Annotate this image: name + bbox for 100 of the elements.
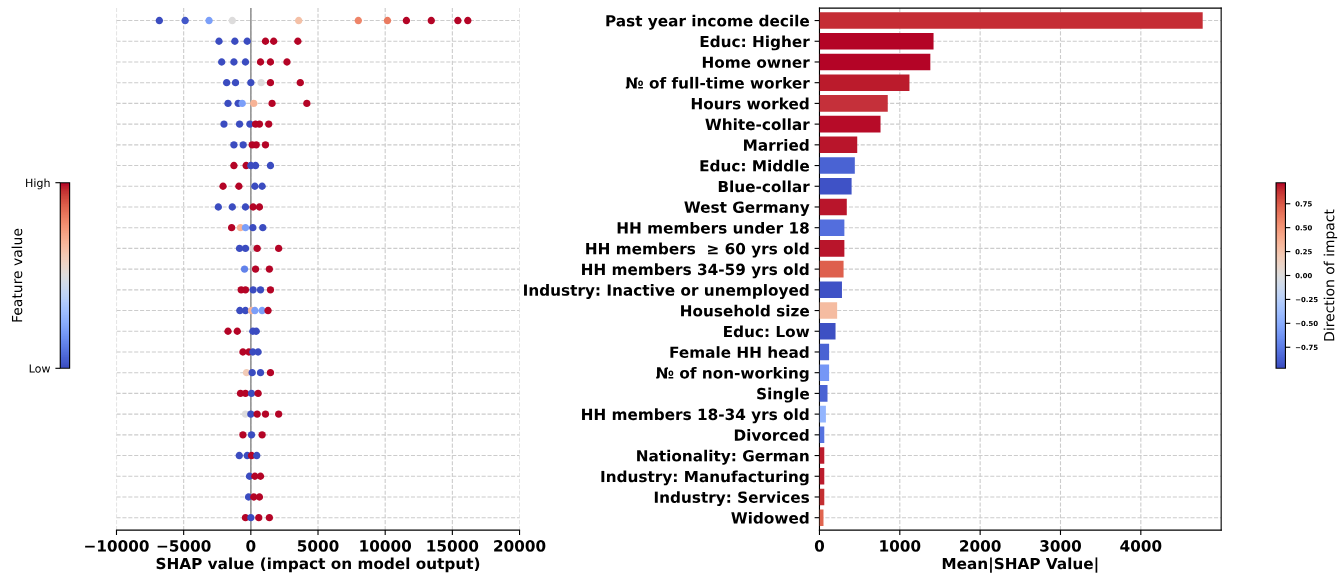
bar (819, 260, 844, 278)
y-tick-label: Home owner (702, 56, 810, 68)
y-tick-label: HH members under 18 (617, 221, 809, 234)
bar (819, 74, 910, 91)
bar (819, 240, 845, 257)
bar (819, 219, 845, 236)
point (249, 286, 257, 294)
x-tick-label: 3000 (1040, 540, 1082, 552)
bar (819, 12, 1203, 29)
y-tick-label: Household size (681, 304, 810, 317)
y-tick-label: Educ: Low (724, 325, 810, 338)
point (243, 37, 251, 45)
point (258, 306, 266, 315)
bar (819, 53, 931, 71)
y-tick-label: Educ: Middle (700, 159, 810, 172)
point (230, 141, 238, 149)
y-tick-label: White-collar (705, 118, 810, 131)
bar (819, 32, 934, 50)
point (250, 99, 258, 108)
point (228, 16, 236, 25)
point (240, 265, 249, 273)
point (253, 244, 261, 253)
y-tick-label: Industry: Manufacturing (601, 470, 809, 486)
point (247, 79, 255, 87)
point (261, 37, 270, 45)
point (247, 514, 255, 522)
point (251, 306, 259, 315)
point (249, 203, 257, 211)
y-tick-label: Single (757, 387, 810, 403)
point (294, 37, 302, 45)
point (235, 451, 243, 460)
bar (819, 198, 847, 216)
point (228, 203, 236, 211)
point (241, 224, 250, 232)
y-tick-label: Past year income decile (606, 14, 809, 30)
x-tick-label: 10000 (360, 540, 412, 552)
point (261, 410, 270, 418)
x-tick-label: 20000 (494, 540, 546, 552)
point (274, 410, 283, 418)
point (256, 369, 265, 377)
point (239, 141, 247, 149)
point (247, 410, 255, 418)
y-tick-label: Hours worked (691, 97, 809, 110)
point (266, 369, 275, 377)
point (283, 58, 291, 66)
x-tick-label: −5000 (157, 540, 211, 552)
point (427, 16, 435, 25)
color-bar-label: High (26, 178, 50, 190)
y-tick-label: Divorced (734, 429, 809, 441)
y-tick-label: HH members 18-34 yrs old (582, 408, 809, 424)
y-tick-label: № of non-working (656, 366, 809, 382)
point (303, 99, 311, 108)
point (255, 203, 264, 211)
y-tick-label: № of full-time worker (625, 76, 810, 89)
y-tick-label: Industry: Services (654, 491, 810, 507)
point (181, 16, 189, 25)
point (205, 16, 213, 25)
point (270, 37, 278, 45)
point (218, 58, 226, 66)
y-tick-label: Widowed (731, 511, 809, 524)
point (230, 58, 238, 66)
bar (819, 157, 855, 174)
point (464, 16, 472, 25)
point (215, 37, 223, 45)
color-bar-title: Direction of impact (1323, 209, 1338, 341)
x-tick-label: 5000 (297, 540, 339, 552)
x-tick-label: 15000 (427, 540, 479, 552)
color-bar-label: Low (29, 364, 51, 373)
y-tick-label: HH members 34-59 yrs old (582, 263, 809, 279)
bar (819, 115, 881, 133)
bar (819, 405, 826, 423)
point (254, 389, 262, 398)
y-tick-label: HH members ≥ 60 yrs old (586, 242, 809, 258)
point (247, 431, 256, 439)
x-tick-label: 1000 (880, 540, 921, 552)
bar (819, 364, 830, 381)
y-tick-label: Educ: Higher (700, 35, 810, 51)
y-tick-label: Female HH head (670, 346, 809, 358)
point (256, 58, 265, 66)
point (251, 182, 259, 190)
point (264, 306, 272, 315)
point (247, 389, 256, 398)
x-tick-label: −10000 (85, 540, 149, 552)
point (235, 120, 244, 128)
point (241, 203, 250, 211)
point (231, 37, 239, 45)
y-tick-label: Nationality: German (637, 449, 809, 465)
point (265, 514, 274, 522)
bar (819, 281, 842, 299)
bar (819, 385, 828, 402)
bar (819, 136, 858, 154)
point (155, 16, 164, 25)
point (222, 79, 231, 87)
point (454, 16, 462, 25)
point (231, 79, 240, 87)
point (294, 16, 303, 25)
y-tick-label: West Germany (684, 201, 810, 217)
point (257, 79, 265, 87)
x-tick-label: 4000 (1120, 540, 1162, 552)
point (241, 244, 250, 253)
